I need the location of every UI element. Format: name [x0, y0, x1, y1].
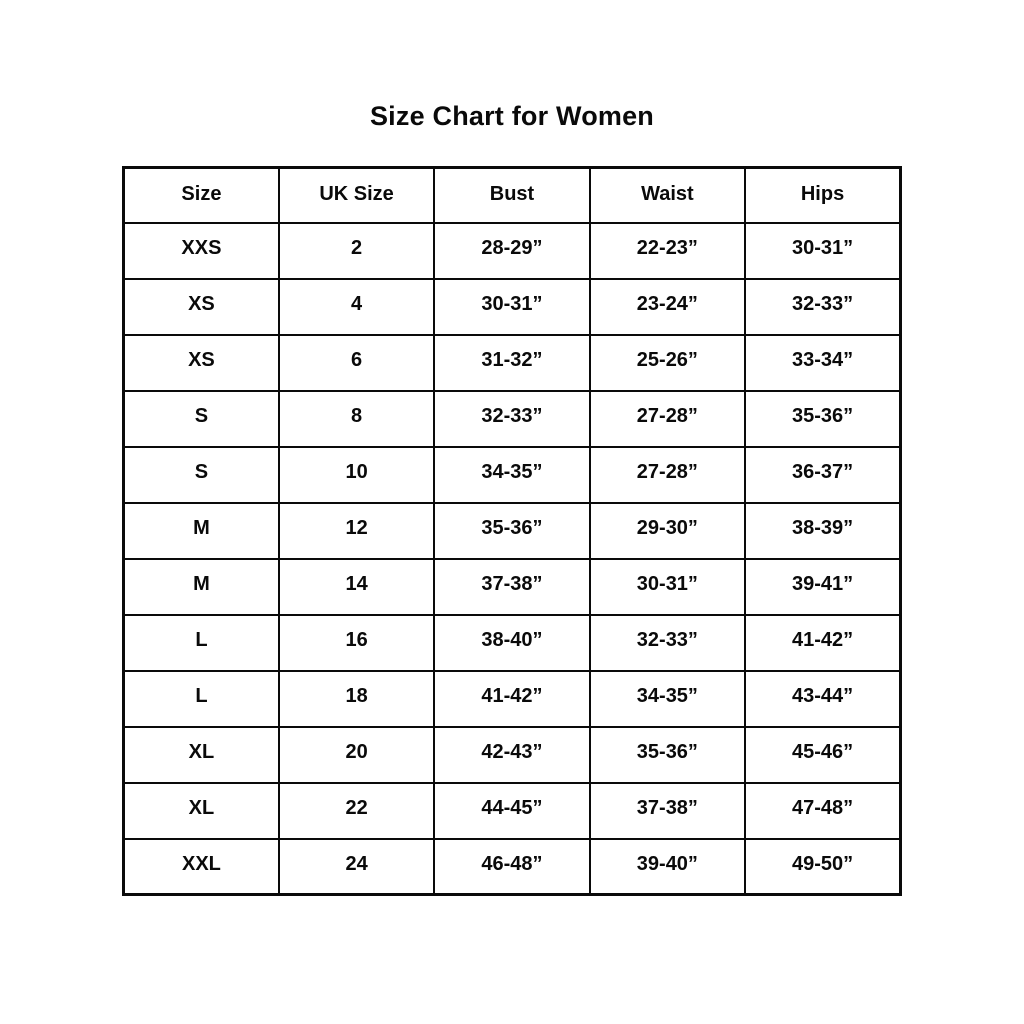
table-cell: 44-45”	[433, 781, 591, 840]
table-cell: 38-40”	[433, 613, 591, 672]
table-cell: 34-35”	[588, 669, 747, 728]
table-cell: 12	[277, 501, 436, 560]
table-row: XL 20 42-43” 35-36” 45-46”	[122, 725, 902, 784]
table-cell: 8	[277, 389, 436, 448]
table-cell: 22	[277, 781, 436, 840]
table-cell: 43-44”	[744, 669, 902, 728]
table-cell: XL	[122, 781, 280, 840]
table-cell: 30-31”	[588, 557, 747, 616]
table-cell: 31-32”	[433, 333, 591, 392]
table-cell: 36-37”	[744, 445, 902, 504]
table-cell: 38-39”	[744, 501, 902, 560]
table-cell: 39-41”	[744, 557, 902, 616]
table-cell: M	[122, 557, 280, 616]
table-cell: 46-48”	[433, 837, 591, 896]
table-cell: 35-36”	[744, 389, 902, 448]
table-cell: XS	[122, 277, 280, 336]
table-cell: 35-36”	[433, 501, 591, 560]
column-header: Size	[122, 166, 280, 224]
table-row: M 14 37-38” 30-31” 39-41”	[122, 557, 902, 616]
table-row: M 12 35-36” 29-30” 38-39”	[122, 501, 902, 560]
table-cell: 2	[277, 221, 436, 280]
table-head: Size UK Size Bust Waist Hips	[122, 166, 902, 224]
table-cell: 10	[277, 445, 436, 504]
table-cell: 32-33”	[588, 613, 747, 672]
table-row: S 8 32-33” 27-28” 35-36”	[122, 389, 902, 448]
table-cell: 45-46”	[744, 725, 902, 784]
table-cell: 33-34”	[744, 333, 902, 392]
table-cell: 37-38”	[588, 781, 747, 840]
table-cell: XS	[122, 333, 280, 392]
table-cell: 32-33”	[744, 277, 902, 336]
table-cell: 18	[277, 669, 436, 728]
table-cell: 16	[277, 613, 436, 672]
table-cell: M	[122, 501, 280, 560]
table-cell: 35-36”	[588, 725, 747, 784]
table-cell: 28-29”	[433, 221, 591, 280]
table-cell: XL	[122, 725, 280, 784]
table-cell: 14	[277, 557, 436, 616]
table-row: L 18 41-42” 34-35” 43-44”	[122, 669, 902, 728]
table-cell: 6	[277, 333, 436, 392]
table-cell: 32-33”	[433, 389, 591, 448]
table-cell: 41-42”	[433, 669, 591, 728]
table-row: L 16 38-40” 32-33” 41-42”	[122, 613, 902, 672]
table-row: XS 4 30-31” 23-24” 32-33”	[122, 277, 902, 336]
column-header: UK Size	[277, 166, 436, 224]
table-cell: S	[122, 389, 280, 448]
table-cell: 23-24”	[588, 277, 747, 336]
table-row: XXL 24 46-48” 39-40” 49-50”	[122, 837, 902, 896]
table-row: S 10 34-35” 27-28” 36-37”	[122, 445, 902, 504]
table-cell: 24	[277, 837, 436, 896]
size-chart-table: Size UK Size Bust Waist Hips XXS 2 28-29” 22-23…	[122, 166, 902, 897]
column-header: Bust	[433, 166, 591, 224]
table-cell: 27-28”	[588, 445, 747, 504]
table-cell: 30-31”	[433, 277, 591, 336]
table-cell: 47-48”	[744, 781, 902, 840]
table-cell: 37-38”	[433, 557, 591, 616]
header-row: Size UK Size Bust Waist Hips	[122, 166, 902, 224]
table-cell: 27-28”	[588, 389, 747, 448]
table-row: XL 22 44-45” 37-38” 47-48”	[122, 781, 902, 840]
table-cell: 25-26”	[588, 333, 747, 392]
page-title: Size Chart for Women	[369, 101, 655, 131]
table-cell: XXS	[122, 221, 280, 280]
table-row: XS 6 31-32” 25-26” 33-34”	[122, 333, 902, 392]
table-cell: L	[122, 669, 280, 728]
table-cell: 20	[277, 725, 436, 784]
column-header: Hips	[744, 166, 902, 224]
table-cell: S	[122, 445, 280, 504]
table-cell: 42-43”	[433, 725, 591, 784]
table-cell: 22-23”	[588, 221, 747, 280]
table-cell: L	[122, 613, 280, 672]
table-cell: 34-35”	[433, 445, 591, 504]
table-cell: 49-50”	[744, 837, 902, 896]
table-cell: XXL	[122, 837, 280, 896]
table-row: XXS 2 28-29” 22-23” 30-31”	[122, 221, 902, 280]
table-cell: 41-42”	[744, 613, 902, 672]
table-body: XXS 2 28-29” 22-23” 30-31” XS 4 30-31” 23-24” 32-…	[122, 221, 902, 896]
table-cell: 30-31”	[744, 221, 902, 280]
table-cell: 4	[277, 277, 436, 336]
table-cell: 39-40”	[588, 837, 747, 896]
table-cell: 29-30”	[588, 501, 747, 560]
column-header: Waist	[588, 166, 747, 224]
